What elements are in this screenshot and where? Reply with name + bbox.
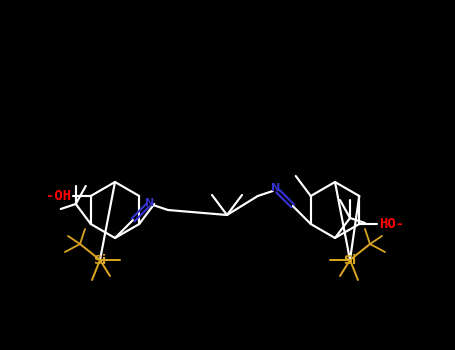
- Text: N: N: [146, 198, 155, 208]
- Text: HO-: HO-: [379, 217, 404, 231]
- Text: -OH: -OH: [46, 189, 71, 203]
- Text: Si: Si: [93, 253, 106, 266]
- Text: N: N: [271, 183, 280, 193]
- Text: Si: Si: [344, 253, 357, 266]
